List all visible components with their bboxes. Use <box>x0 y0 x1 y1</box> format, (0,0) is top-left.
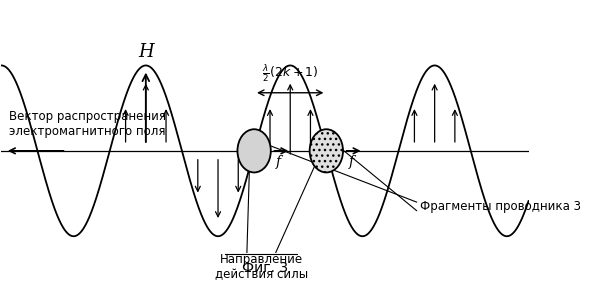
Text: Вектор распространения
электромагнитного поля: Вектор распространения электромагнитного… <box>8 110 166 138</box>
Text: Фрагменты проводника 3: Фрагменты проводника 3 <box>420 200 581 213</box>
Text: Направление
действия силы: Направление действия силы <box>215 253 308 281</box>
Text: f: f <box>277 155 281 169</box>
Text: Фиг. 3: Фиг. 3 <box>242 261 288 275</box>
Text: $\frac{\lambda}{2}(2k+1)$: $\frac{\lambda}{2}(2k+1)$ <box>262 63 319 84</box>
Text: H: H <box>138 43 154 61</box>
Ellipse shape <box>310 129 343 173</box>
Ellipse shape <box>237 129 271 173</box>
Text: f: f <box>349 155 353 169</box>
